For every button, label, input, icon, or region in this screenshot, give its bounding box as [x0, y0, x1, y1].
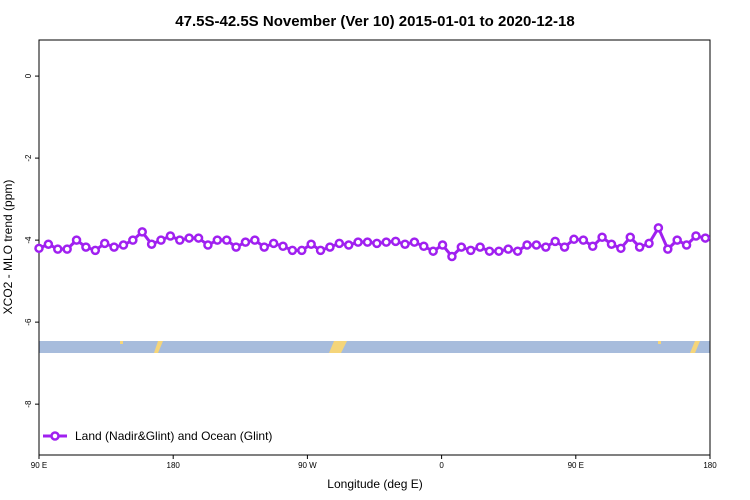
- y-tick-label: 0: [24, 73, 33, 78]
- land-patch: [658, 341, 661, 344]
- point: [297, 245, 307, 256]
- point: [34, 243, 44, 254]
- point: [512, 246, 523, 256]
- surface-strip: [39, 341, 710, 353]
- point: [362, 237, 373, 247]
- point: [456, 242, 467, 252]
- point: [644, 238, 654, 249]
- point: [137, 227, 147, 237]
- land-patch: [154, 341, 163, 353]
- point: [372, 238, 382, 249]
- point: [146, 239, 157, 249]
- point: [381, 237, 391, 247]
- legend-marker: [50, 431, 60, 441]
- point: [334, 238, 345, 249]
- point: [409, 237, 420, 247]
- point: [484, 246, 495, 256]
- point: [353, 237, 363, 247]
- point: [203, 240, 213, 250]
- point: [522, 240, 532, 250]
- point: [691, 231, 701, 241]
- point: [278, 241, 288, 252]
- point: [109, 242, 119, 252]
- point: [90, 245, 101, 256]
- point: [700, 233, 711, 243]
- legend-label: Land (Nadir&Glint) and Ocean (Glint): [75, 429, 272, 443]
- point: [287, 245, 298, 256]
- point: [606, 239, 617, 249]
- land-patch: [329, 341, 347, 353]
- point: [578, 235, 589, 245]
- point: [437, 240, 448, 250]
- point: [259, 242, 269, 252]
- point: [99, 238, 110, 249]
- point: [71, 235, 82, 245]
- point: [494, 246, 504, 256]
- y-tick-label: -4: [24, 236, 33, 244]
- point: [156, 235, 166, 245]
- point: [531, 240, 542, 250]
- point: [250, 235, 260, 245]
- point: [550, 236, 560, 247]
- point: [390, 236, 401, 247]
- point: [221, 235, 232, 245]
- y-axis-label: XCO2 - MLO trend (ppm): [1, 180, 15, 315]
- point: [184, 233, 194, 243]
- y-tick-label: -8: [24, 400, 33, 408]
- point: [315, 245, 326, 256]
- point: [503, 244, 514, 254]
- point: [43, 239, 54, 249]
- point: [419, 241, 429, 252]
- point: [231, 242, 241, 252]
- point: [616, 243, 626, 254]
- point: [81, 242, 91, 252]
- point: [128, 235, 138, 245]
- point: [587, 241, 598, 252]
- x-tick-label: 90 E: [568, 461, 584, 470]
- point: [447, 251, 457, 262]
- point: [325, 242, 335, 252]
- land-patch: [690, 341, 700, 353]
- point: [212, 235, 223, 245]
- y-tick-label: -2: [24, 154, 33, 162]
- point: [559, 242, 570, 252]
- point: [625, 232, 636, 242]
- land-patch: [120, 341, 123, 344]
- point: [268, 238, 279, 249]
- point: [597, 232, 607, 242]
- point: [53, 244, 63, 254]
- point: [306, 239, 316, 249]
- point: [681, 240, 692, 250]
- y-tick-label: -6: [24, 318, 33, 326]
- point: [465, 245, 476, 256]
- point: [663, 244, 673, 254]
- x-axis-label: Longitude (deg E): [327, 477, 422, 491]
- point: [541, 242, 551, 252]
- point: [118, 240, 129, 250]
- x-tick-label: 180: [167, 461, 181, 470]
- point: [400, 239, 410, 249]
- point: [175, 235, 185, 245]
- point: [672, 235, 682, 245]
- point: [193, 233, 204, 243]
- point: [428, 246, 438, 256]
- point: [165, 231, 176, 241]
- point: [569, 234, 579, 245]
- point: [475, 242, 485, 252]
- point: [634, 242, 645, 252]
- point: [343, 240, 354, 250]
- x-tick-label: 90 E: [31, 461, 47, 470]
- x-tick-label: 90 W: [298, 461, 317, 470]
- point: [240, 237, 251, 247]
- chart-title: 47.5S-42.5S November (Ver 10) 2015-01-01…: [175, 13, 574, 30]
- point: [62, 244, 72, 254]
- x-tick-label: 180: [703, 461, 717, 470]
- point: [653, 223, 664, 233]
- ocean-strip: [39, 341, 710, 353]
- x-tick-label: 0: [439, 461, 444, 470]
